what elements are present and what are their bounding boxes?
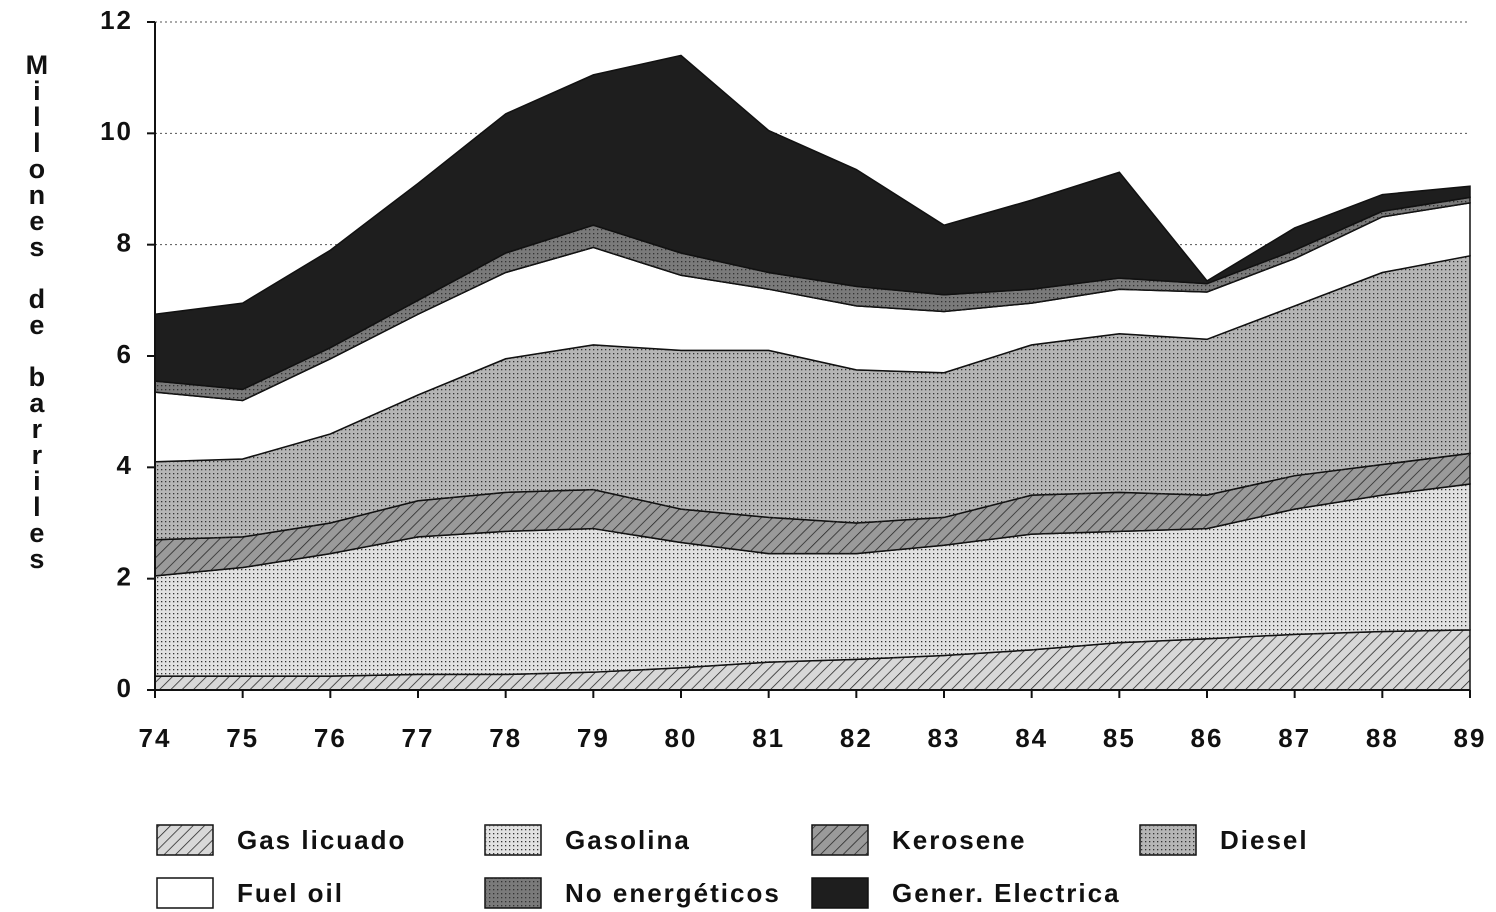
y-tick-label: 2 [117,562,133,592]
y-tick-label: 8 [117,228,133,258]
area-pattern [155,255,1470,540]
legend-label: Gasolina [565,825,691,855]
x-tick-label: 74 [139,723,172,753]
legend-swatch-pattern [157,825,213,855]
legend-swatch-pattern [485,878,541,908]
x-tick-label: 86 [1191,723,1224,753]
legend-label: Kerosene [892,825,1027,855]
x-tick-label: 85 [1103,723,1136,753]
area-pattern [155,484,1470,677]
legend-swatch-pattern [812,825,868,855]
x-tick-label: 75 [226,723,259,753]
y-tick-label: 0 [117,673,133,703]
x-tick-label: 83 [928,723,961,753]
legend-label: Fuel oil [237,878,344,908]
area-pattern [155,453,1470,576]
x-tick-label: 76 [314,723,347,753]
x-tick-label: 88 [1366,723,1399,753]
x-tick-label: 89 [1454,723,1487,753]
legend-swatch [811,877,869,909]
x-tick-label: 77 [402,723,435,753]
y-tick-label: 12 [100,5,133,35]
legend-label: Diesel [1220,825,1309,855]
x-tick-label: 87 [1278,723,1311,753]
legend-swatch [156,877,214,909]
area [154,54,1471,391]
legend-label: Gas licuado [237,825,406,855]
y-axis-label: Millones de barriles [22,50,52,570]
y-tick-label: 10 [100,116,133,146]
x-tick-label: 79 [577,723,610,753]
x-tick-label: 82 [840,723,873,753]
x-tick-label: 84 [1015,723,1048,753]
legend-swatch-pattern [485,825,541,855]
legend-label: No energéticos [565,878,781,908]
x-tick-label: 81 [752,723,785,753]
y-tick-label: 6 [117,339,133,369]
legend-swatch-pattern [1140,825,1196,855]
legend-label: Gener. Electrica [892,878,1121,908]
x-tick-label: 80 [665,723,698,753]
y-tick-label: 4 [117,450,133,480]
x-tick-label: 78 [489,723,522,753]
